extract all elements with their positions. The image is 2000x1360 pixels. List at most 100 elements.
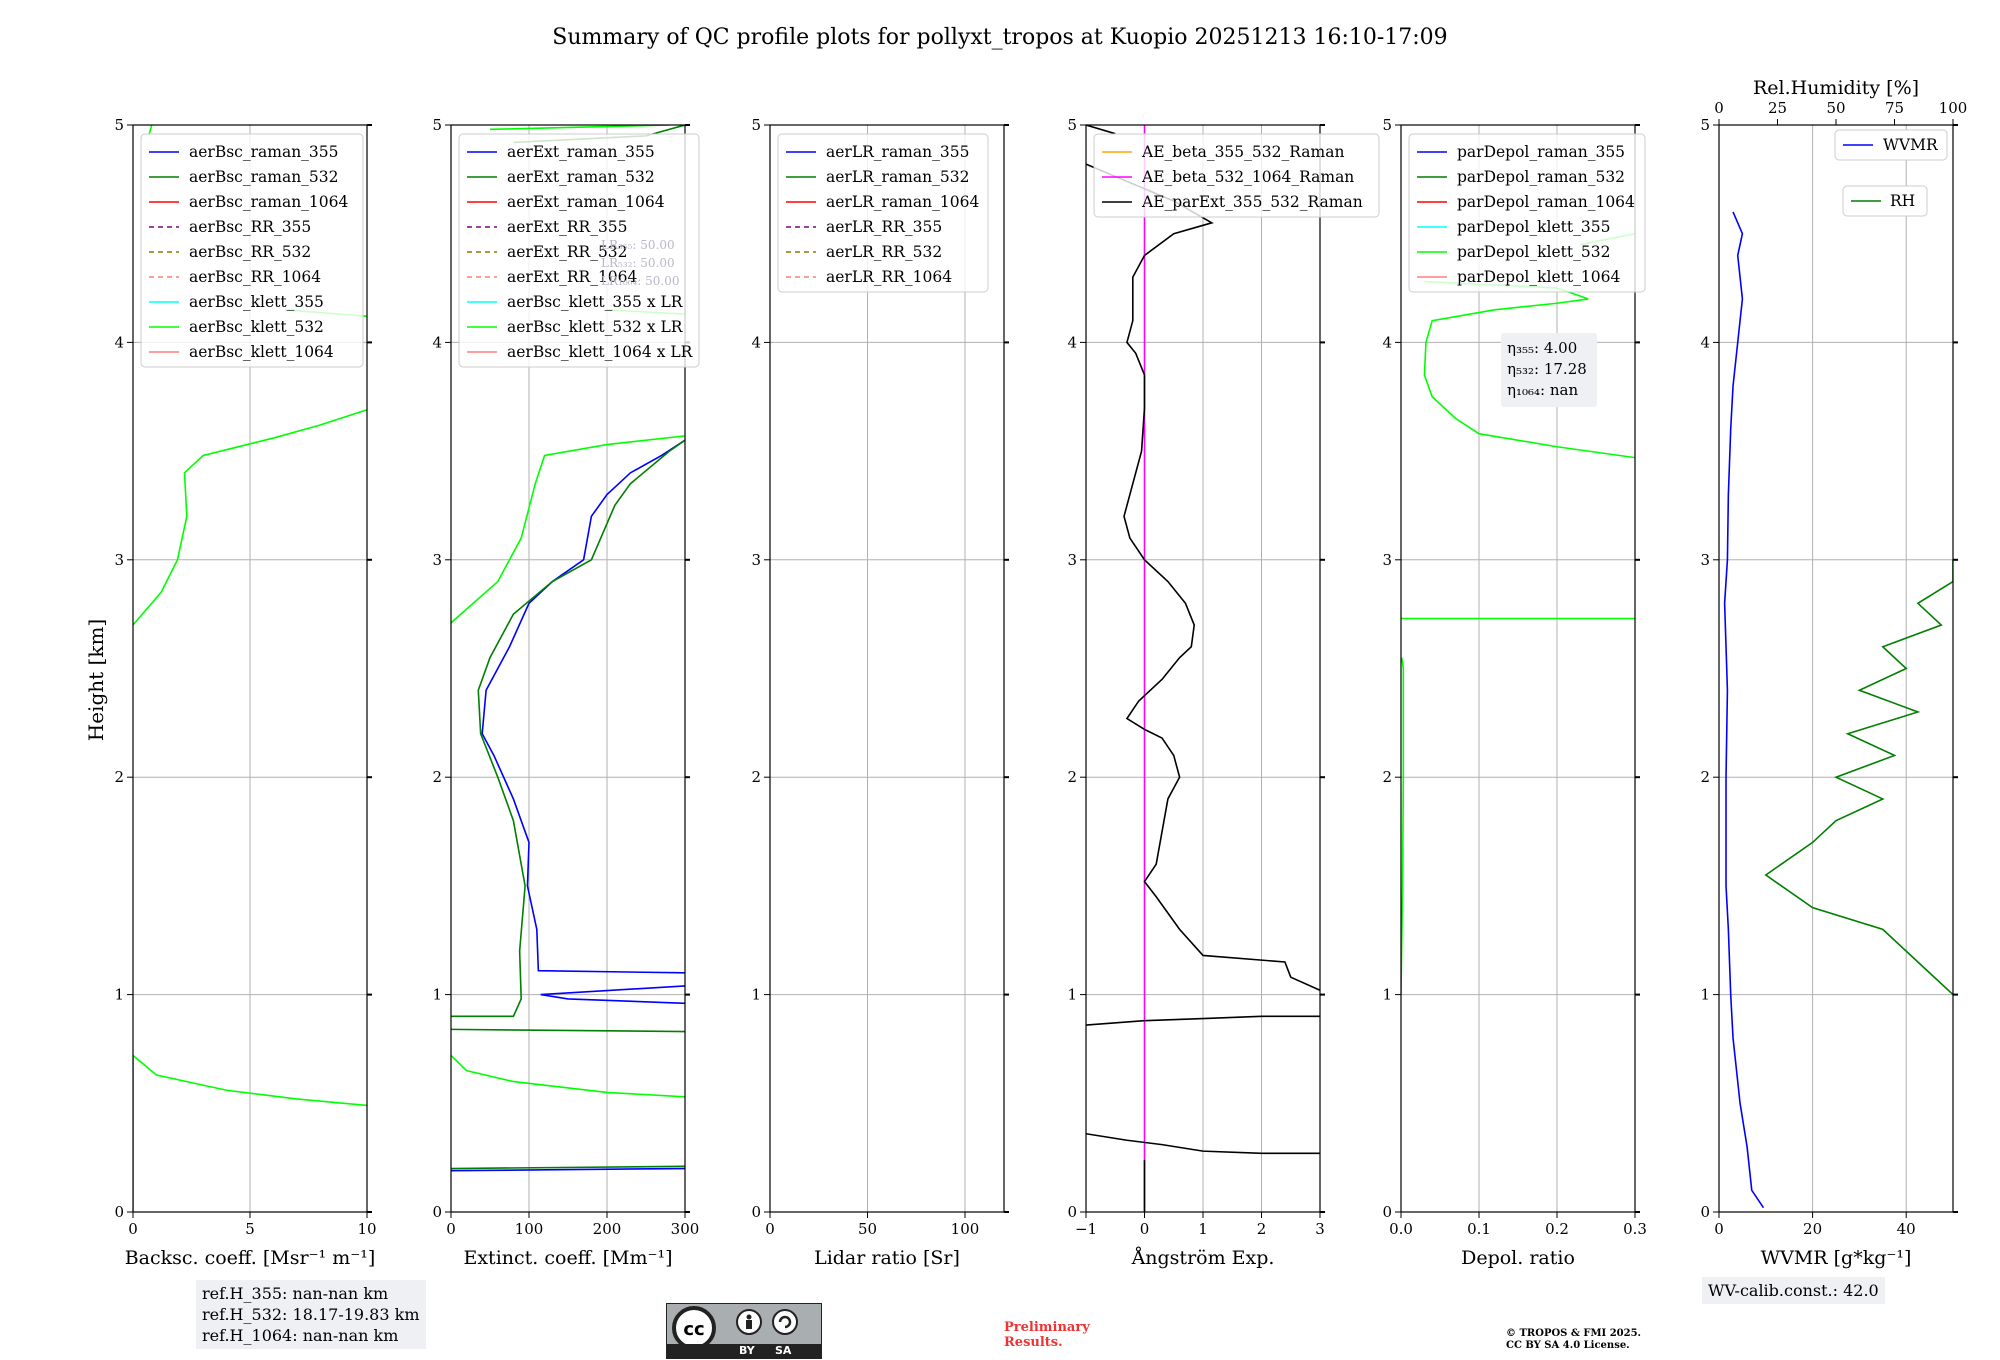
cc-badge-strip: BY SA xyxy=(667,1344,821,1358)
legend-label: aerBsc_klett_532 x LR xyxy=(507,318,684,336)
y-tick-label: 5 xyxy=(1067,116,1077,134)
x-tick-label: 10 xyxy=(357,1220,376,1238)
top-axis-label: Rel.Humidity [%] xyxy=(1753,77,1919,99)
x-axis-label: Backsc. coeff. [Msr⁻¹ m⁻¹] xyxy=(125,1247,376,1269)
x-tick-label: 0 xyxy=(128,1220,138,1238)
y-tick-label: 1 xyxy=(114,986,124,1004)
series-line-RH xyxy=(1764,559,1953,996)
cc-license-badge: cc BY SA xyxy=(666,1303,822,1359)
legend-label: AE_beta_532_1064_Raman xyxy=(1141,168,1354,186)
legend-label: aerExt_RR_1064 xyxy=(507,268,638,286)
panel-frame xyxy=(450,124,686,1213)
x-axis-label: Extinct. coeff. [Mm⁻¹] xyxy=(463,1247,672,1269)
x-tick-label: 0 xyxy=(1714,1220,1724,1238)
legend-box xyxy=(1842,185,1928,217)
ref-height-1064: ref.H_1064: nan-nan km xyxy=(202,1326,399,1345)
y-tick-label: 5 xyxy=(432,116,442,134)
copyright-line-1: © TROPOS & FMI 2025. xyxy=(1506,1328,1642,1339)
panel-frame xyxy=(1718,124,1954,1213)
series-line-aerBsc_klett_532_upper xyxy=(133,409,367,626)
top-x-tick-label: 100 xyxy=(1939,99,1968,117)
y-tick-label: 4 xyxy=(1700,333,1710,351)
y-tick-label: 4 xyxy=(751,333,761,351)
y-tick-label: 1 xyxy=(432,986,442,1004)
panel-backscatter: 0 5 10 0 1 2 3 4 5 Backsc. coeff. [Msr⁻¹ m⁻¹] aerB… xyxy=(114,116,376,1269)
top-x-tick-label: 0 xyxy=(1714,99,1724,117)
legend-label: aerLR_RR_355 xyxy=(826,218,942,236)
legend-box xyxy=(458,133,700,368)
panel-frame xyxy=(769,124,1005,1213)
wv-calib-text: WV-calib.const.: 42.0 xyxy=(1708,1281,1879,1300)
panel-water_vapor: 0 20 40 0 1 2 3 4 5 WVMR [g*kg⁻¹] 0 25 50 75 100 Rel.Hu… xyxy=(1700,77,1967,1269)
x-axis-label: WVMR [g*kg⁻¹] xyxy=(1761,1247,1912,1269)
legend-label: parDepol_klett_1064 xyxy=(1457,268,1620,286)
x-tick-label: 40 xyxy=(1897,1220,1916,1238)
panel-depolarization: 0.0 0.1 0.2 0.3 0 1 2 3 4 5 Depol. ratio parDepol_r… xyxy=(1382,116,1646,1269)
series-line-AE_parExt_upper xyxy=(1086,163,1320,991)
series-line-AE_parExt_lower xyxy=(1086,1132,1320,1155)
y-tick-label: 2 xyxy=(751,768,761,786)
wv-calib-box: WV-calib.const.: 42.0 xyxy=(1702,1277,1885,1304)
legend-label: aerExt_raman_1064 xyxy=(507,193,665,211)
x-tick-label: 20 xyxy=(1803,1220,1822,1238)
legend-label: aerBsc_raman_532 xyxy=(189,168,339,186)
legend-label: parDepol_klett_355 xyxy=(1457,218,1610,236)
x-tick-label: 0.1 xyxy=(1467,1220,1491,1238)
legend-rh: RH xyxy=(1842,185,1928,217)
x-tick-label: 0.3 xyxy=(1623,1220,1647,1238)
legend-label: aerBsc_klett_1064 xyxy=(189,343,334,361)
x-tick-label: 0.2 xyxy=(1545,1220,1569,1238)
x-axis-label: Depol. ratio xyxy=(1461,1247,1575,1269)
y-tick-label: 2 xyxy=(1067,768,1077,786)
legend-label: parDepol_raman_355 xyxy=(1457,143,1625,161)
series-line-aerExt_raman_532 xyxy=(451,1165,685,1170)
x-tick-label: 50 xyxy=(858,1220,877,1238)
cc-badge-graphic: cc xyxy=(672,1306,798,1350)
sa-share-arrow xyxy=(778,1315,792,1329)
series-line-AE_parExt_mid xyxy=(1086,1015,1320,1026)
y-tick-label: 2 xyxy=(1700,768,1710,786)
y-tick-label: 0 xyxy=(1382,1203,1392,1221)
y-tick-label: 2 xyxy=(1382,768,1392,786)
y-tick-label: 3 xyxy=(432,551,442,569)
series-line-aerExt_top xyxy=(489,125,670,131)
legend-label: aerBsc_klett_355 xyxy=(189,293,324,311)
legend-label: aerBsc_raman_1064 xyxy=(189,193,349,211)
series-line-aerExt_raman_355_c xyxy=(481,439,685,974)
lidar-ratio-note: LR₃₅₅: 50.00 xyxy=(601,238,675,252)
y-tick-label: 4 xyxy=(1382,333,1392,351)
series-group xyxy=(1723,211,1953,1209)
cc-logo-mark: cc xyxy=(683,1319,704,1340)
series-line-aerExt_raman_532_c xyxy=(451,439,685,1018)
x-tick-label: −1 xyxy=(1075,1220,1097,1238)
legend-label: aerLR_raman_532 xyxy=(826,168,969,186)
legend-label: aerBsc_klett_1064 x LR xyxy=(507,343,694,361)
series-line-aerExt_klett_532 xyxy=(451,1054,685,1098)
y-tick-label: 4 xyxy=(114,333,124,351)
y-tick-label: 0 xyxy=(1067,1203,1077,1221)
y-axis-label: Height [km] xyxy=(84,619,108,741)
legend: parDepol_raman_355 parDepol_raman_532 parD… xyxy=(1408,133,1646,293)
legend: aerBsc_raman_355 aerBsc_raman_532 aerBsc_r… xyxy=(140,133,364,368)
series-line-AE_parExt_top xyxy=(1086,125,1116,135)
ref-height-532: ref.H_532: 18.17-19.83 km xyxy=(202,1305,420,1324)
x-tick-label: 300 xyxy=(671,1220,700,1238)
top-x-tick-label: 50 xyxy=(1826,99,1845,117)
series-line-aerExt_raman_355_b xyxy=(540,985,685,1005)
legend-box xyxy=(1408,133,1646,293)
legend-box xyxy=(777,133,989,293)
x-tick-label: 100 xyxy=(515,1220,544,1238)
by-person-body xyxy=(746,1320,752,1329)
legend-label: RH xyxy=(1890,192,1915,210)
y-tick-label: 0 xyxy=(751,1203,761,1221)
x-tick-label: 0 xyxy=(446,1220,456,1238)
x-tick-label: 3 xyxy=(1315,1220,1325,1238)
panel-lidar_ratio: 0 50 100 0 1 2 3 4 5 Lidar ratio [Sr] aerLR_raman_… xyxy=(751,116,1009,1269)
preliminary-note: Preliminary Results. xyxy=(1004,1320,1090,1350)
legend-label: aerBsc_klett_355 x LR xyxy=(507,293,684,311)
legend-wvmr: WVMR xyxy=(1834,129,1948,161)
legend-label: aerLR_RR_532 xyxy=(826,243,942,261)
sa-share-icon xyxy=(772,1309,798,1335)
y-tick-label: 2 xyxy=(114,768,124,786)
